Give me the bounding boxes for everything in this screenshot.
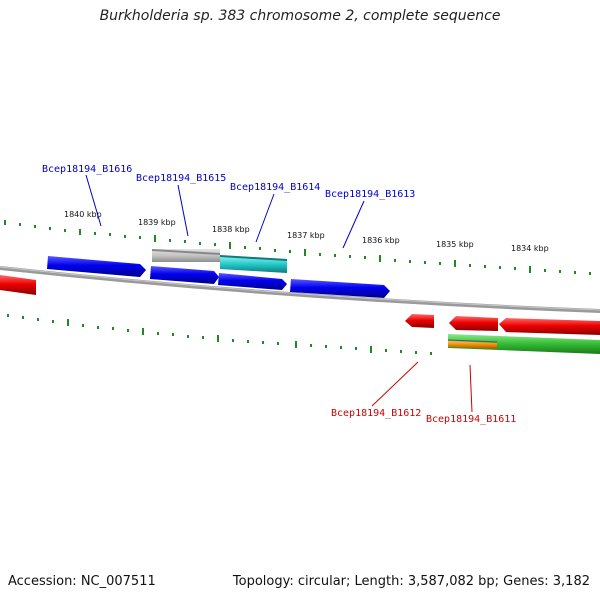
- ruler-label: 1838 kbp: [212, 225, 250, 234]
- gene-label-b1613[interactable]: Bcep18194_B1613: [325, 189, 415, 200]
- rna-gene-feature[interactable]: [220, 256, 287, 273]
- ruler-label: 1839 kbp: [138, 218, 176, 227]
- gene-label-b1611[interactable]: Bcep18194_B1611: [426, 414, 516, 425]
- ruler-label: 1834 kbp: [511, 244, 549, 253]
- reverse-gene-right[interactable]: [499, 318, 600, 335]
- gene-label-b1614[interactable]: Bcep18194_B1614: [230, 182, 320, 193]
- chromosome-backbone: [0, 266, 600, 313]
- forward-gene-b1614[interactable]: [218, 273, 287, 290]
- gene-label-b1615[interactable]: Bcep18194_B1615: [136, 173, 226, 184]
- forward-gene-b1616[interactable]: [47, 256, 146, 277]
- lower-tick-row: [7, 314, 432, 355]
- upper-tick-row: [4, 220, 591, 275]
- orange-feature-band[interactable]: [448, 341, 497, 349]
- reverse-gene-b1611[interactable]: [449, 316, 498, 331]
- forward-gene-b1613[interactable]: [290, 279, 390, 298]
- reverse-gene-b1612[interactable]: [405, 314, 434, 328]
- ruler-label: 1835 kbp: [436, 240, 474, 249]
- forward-gene-b1615[interactable]: [150, 266, 219, 284]
- green-feature-band[interactable]: [448, 334, 600, 354]
- reverse-gene-left[interactable]: [0, 275, 36, 295]
- gene-label-b1612[interactable]: Bcep18194_B1612: [331, 408, 421, 419]
- gene-label-b1616[interactable]: Bcep18194_B1616: [42, 164, 132, 175]
- accession-text: Accession: NC_007511: [8, 574, 156, 589]
- ruler-label: 1840 kbp: [64, 210, 102, 219]
- ruler-label: 1836 kbp: [362, 236, 400, 245]
- ruler-label: 1837 kbp: [287, 231, 325, 240]
- gene-leader-lines: [85, 174, 473, 413]
- genome-stats-text: Topology: circular; Length: 3,587,082 bp…: [232, 574, 590, 589]
- map-title: Burkholderia sp. 383 chromosome 2, compl…: [99, 8, 501, 24]
